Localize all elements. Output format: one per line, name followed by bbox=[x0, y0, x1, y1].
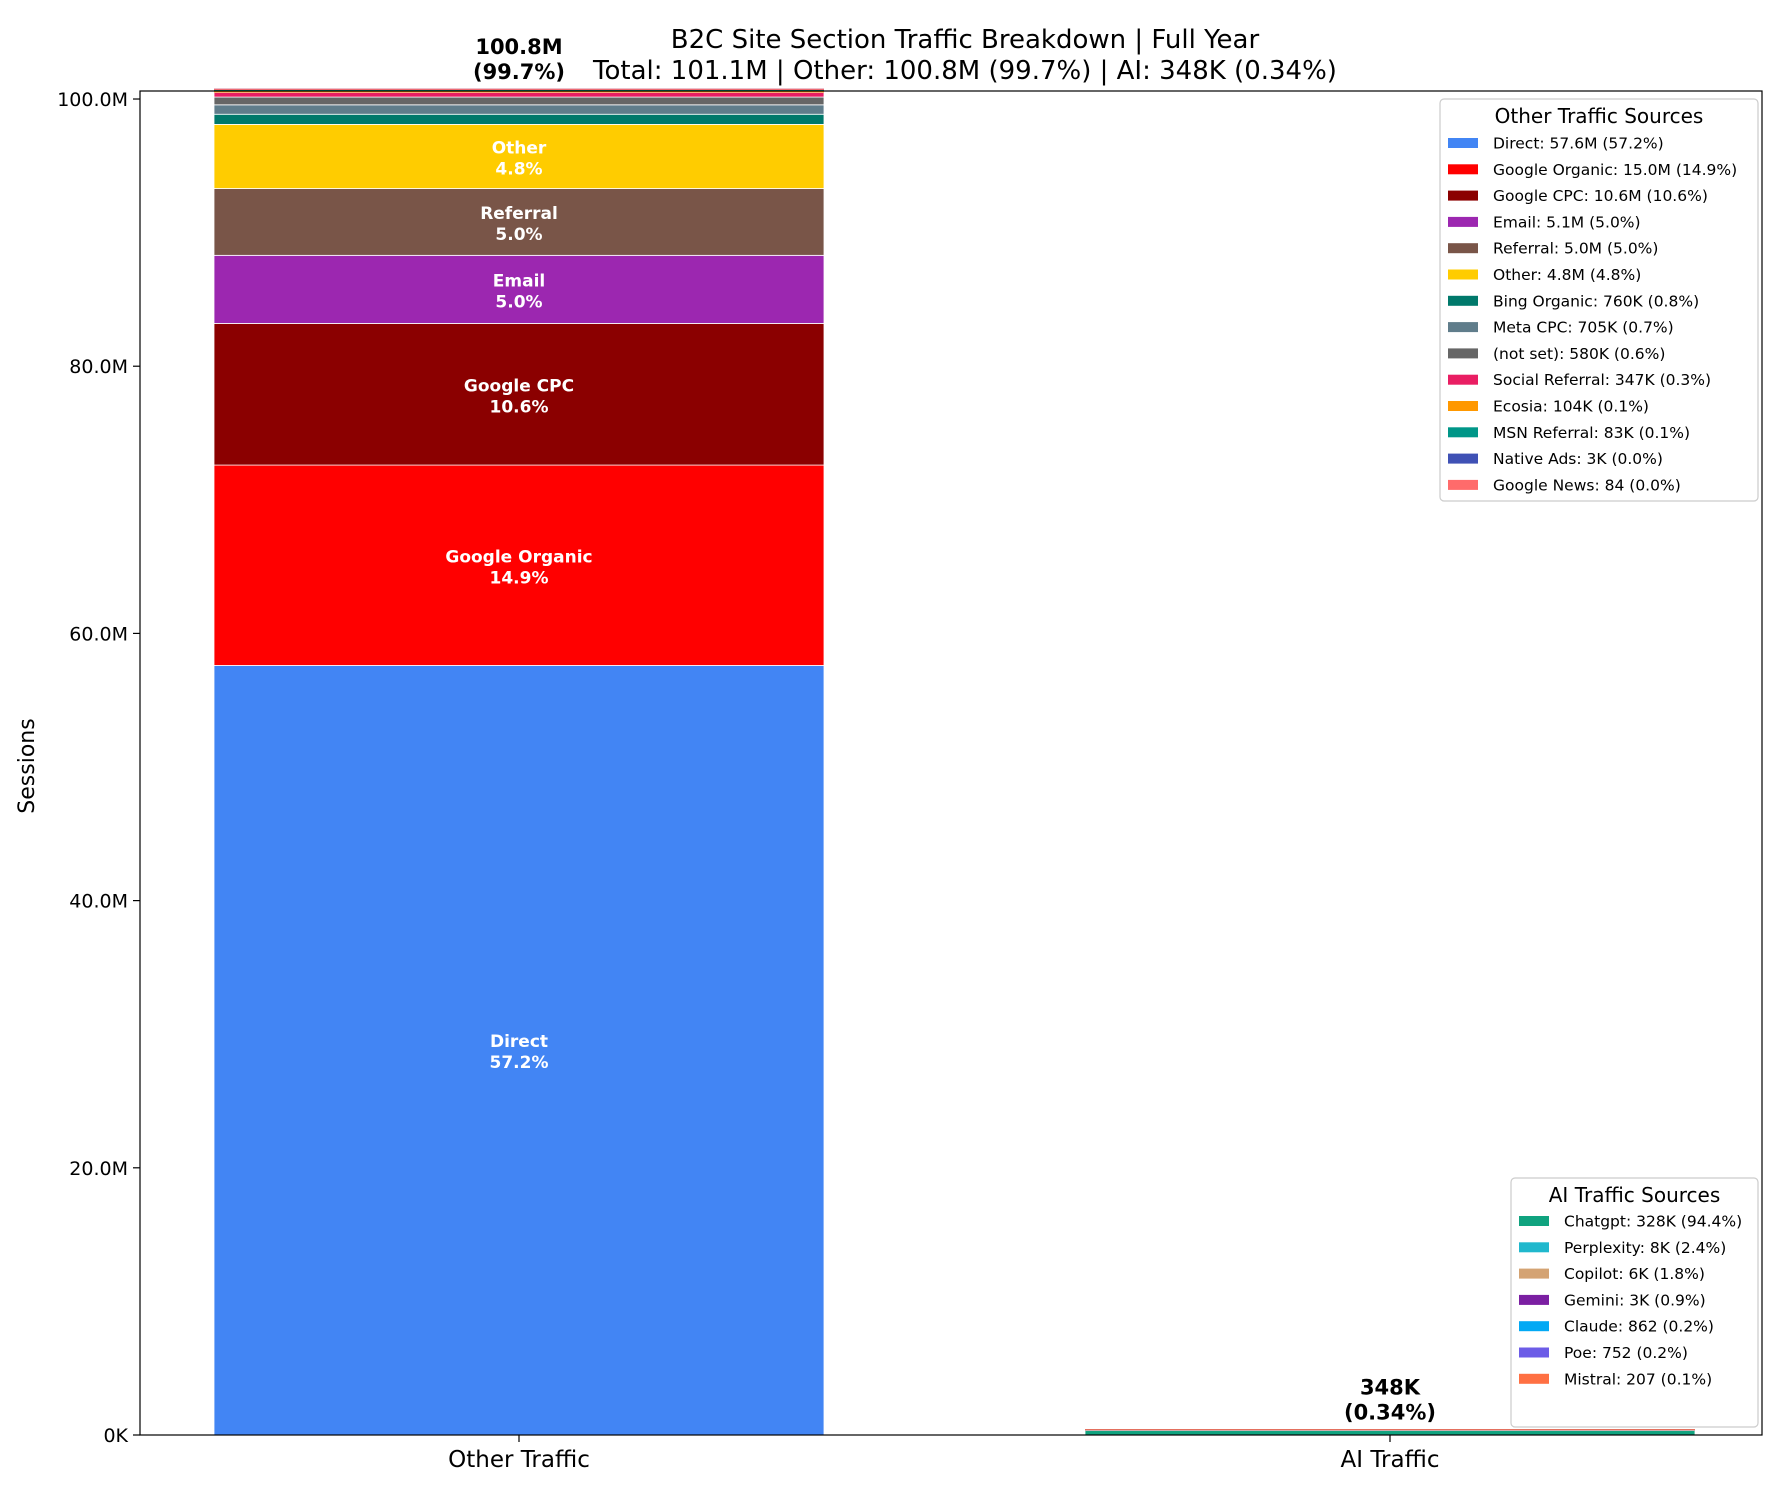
legend-entry[interactable]: Meta CPC: 705K (0.7%) bbox=[1493, 319, 1674, 337]
legend-entry[interactable]: MSN Referral: 83K (0.1%) bbox=[1493, 424, 1690, 442]
bar-segment-ai-traffic-chatgpt[interactable] bbox=[1084, 1430, 1696, 1436]
legend-entry[interactable]: (not set): 580K (0.6%) bbox=[1493, 345, 1665, 363]
legend-swatch bbox=[1519, 1321, 1549, 1332]
y-tick-label: 40.0M bbox=[69, 891, 128, 913]
y-axis-label: Sessions bbox=[15, 718, 40, 813]
legend-entry[interactable]: Ecosia: 104K (0.1%) bbox=[1493, 398, 1649, 416]
segment-pct-email: 5.0% bbox=[495, 292, 542, 312]
bar-total-other-traffic: 100.8M bbox=[475, 35, 562, 59]
bar-segment-other-traffic-bing-organic[interactable] bbox=[213, 113, 825, 125]
segment-pct-direct: 57.2% bbox=[490, 1053, 549, 1073]
legend-swatch bbox=[1448, 190, 1478, 201]
legend-other-traffic-frame bbox=[1439, 98, 1759, 502]
legend-other-traffic: Other Traffic Sources Direct: 57.6M (57.2… bbox=[1439, 98, 1759, 502]
legend-swatch bbox=[1448, 164, 1478, 175]
legend-entry[interactable]: Gemini: 3K (0.9%) bbox=[1564, 1291, 1706, 1309]
axes-layer: 0K 20.0M 40.0M 60.0M 80.0M 100.0M Other Traffi… bbox=[57, 89, 1763, 1473]
legend-entry[interactable]: Referral: 5.0M (5.0%) bbox=[1493, 240, 1658, 258]
legends-layer: Other Traffic Sources Direct: 57.6M (57.2… bbox=[1439, 98, 1759, 1428]
y-tick-label: 100.0M bbox=[57, 89, 128, 111]
legend-entry[interactable]: Perplexity: 8K (2.4%) bbox=[1564, 1239, 1726, 1257]
legend-ai-traffic: AI Traffic Sources Chatgpt: 328K (94.4%) P… bbox=[1510, 1177, 1759, 1428]
legend-swatch bbox=[1519, 1347, 1549, 1358]
legend-entry[interactable]: Chatgpt: 328K (94.4%) bbox=[1564, 1213, 1742, 1231]
legend-swatch bbox=[1448, 427, 1478, 438]
legend-swatch bbox=[1448, 374, 1478, 385]
legend-swatch bbox=[1448, 348, 1478, 359]
plot-frame bbox=[139, 90, 1763, 1436]
segment-label-email: Email bbox=[493, 271, 545, 291]
y-tick-label: 80.0M bbox=[69, 356, 128, 378]
bar-segment-other-traffic-google-organic[interactable] bbox=[213, 464, 825, 666]
y-tick-label: 60.0M bbox=[69, 623, 128, 645]
legend-other-traffic-title: Other Traffic Sources bbox=[1495, 104, 1704, 128]
segment-label-direct: Direct bbox=[490, 1032, 548, 1052]
legend-swatch bbox=[1448, 216, 1478, 227]
legend-swatch bbox=[1448, 401, 1478, 411]
legend-swatch bbox=[1448, 479, 1478, 490]
x-category-label-other-traffic: Other Traffic bbox=[448, 1447, 590, 1473]
legend-entry[interactable]: Direct: 57.6M (57.2%) bbox=[1493, 135, 1664, 153]
legend-swatch bbox=[1519, 1294, 1549, 1305]
segment-pct-google-cpc: 10.6% bbox=[490, 397, 549, 417]
legend-entry[interactable]: Bing Organic: 760K (0.8%) bbox=[1493, 292, 1699, 310]
legend-entry[interactable]: Claude: 862 (0.2%) bbox=[1564, 1318, 1714, 1336]
x-category-label-ai-traffic: AI Traffic bbox=[1341, 1447, 1440, 1473]
bar-segment-other-traffic-email[interactable] bbox=[213, 254, 825, 324]
legend-entry[interactable]: Google CPC: 10.6M (10.6%) bbox=[1493, 187, 1708, 205]
legend-swatch bbox=[1448, 322, 1478, 333]
bar-segment-other-traffic-direct[interactable] bbox=[213, 665, 825, 1436]
segment-pct-referral: 5.0% bbox=[495, 225, 542, 245]
bar-segment-other-traffic-social-referral[interactable] bbox=[213, 92, 825, 98]
bar-total-pct-ai-traffic: (0.34%) bbox=[1344, 1400, 1436, 1424]
legend-ai-traffic-title: AI Traffic Sources bbox=[1549, 1183, 1721, 1207]
segment-pct-other: 4.8% bbox=[495, 159, 542, 179]
legend-entry[interactable]: Email: 5.1M (5.0%) bbox=[1493, 213, 1641, 231]
legend-ai-traffic-frame bbox=[1510, 1177, 1759, 1428]
legend-entry[interactable]: Social Referral: 347K (0.3%) bbox=[1493, 371, 1711, 389]
bar-segment-other-traffic-referral[interactable] bbox=[213, 188, 825, 256]
legend-entry[interactable]: Poe: 752 (0.2%) bbox=[1564, 1344, 1688, 1362]
legend-entry[interactable]: Google Organic: 15.0M (14.9%) bbox=[1493, 161, 1737, 179]
y-tick-label: 20.0M bbox=[69, 1158, 128, 1180]
legend-entry[interactable]: Other: 4.8M (4.8%) bbox=[1493, 266, 1641, 284]
bar-total-pct-other-traffic: (99.7%) bbox=[473, 60, 565, 84]
legend-swatch bbox=[1448, 295, 1478, 306]
legend-swatch bbox=[1448, 269, 1478, 280]
segment-label-other: Other bbox=[492, 138, 547, 158]
y-tick-label: 0K bbox=[103, 1425, 128, 1447]
bar-segment-other-traffic-not-set[interactable] bbox=[213, 96, 825, 106]
legend-swatch bbox=[1448, 243, 1478, 254]
bar-segment-other-traffic-other[interactable] bbox=[213, 123, 825, 189]
bar-segment-ai-traffic-mistral[interactable] bbox=[1085, 1429, 1695, 1431]
legend-swatch bbox=[1448, 138, 1478, 148]
segment-label-google-cpc: Google CPC bbox=[464, 376, 574, 396]
segment-pct-google-organic: 14.9% bbox=[490, 568, 549, 588]
legend-entry[interactable]: Copilot: 6K (1.8%) bbox=[1564, 1265, 1705, 1283]
bars-layer bbox=[213, 88, 1696, 1436]
legend-entry[interactable]: Mistral: 207 (0.1%) bbox=[1564, 1370, 1712, 1388]
legend-swatch bbox=[1519, 1216, 1549, 1226]
bar-segment-other-traffic-ecosia[interactable] bbox=[214, 91, 824, 93]
chart-subtitle: Total: 101.1M | Other: 100.8M (99.7%) | … bbox=[592, 56, 1337, 86]
segment-label-google-organic: Google Organic bbox=[445, 547, 592, 567]
legend-entry[interactable]: Google News: 84 (0.0%) bbox=[1493, 476, 1681, 494]
legend-entry[interactable]: Native Ads: 3K (0.0%) bbox=[1493, 450, 1663, 468]
legend-swatch bbox=[1519, 1268, 1549, 1279]
chart-title: B2C Site Section Traffic Breakdown | Ful… bbox=[671, 25, 1260, 55]
legend-swatch bbox=[1519, 1242, 1549, 1253]
bar-segment-other-traffic-google-news[interactable] bbox=[214, 88, 824, 90]
legend-swatch bbox=[1519, 1373, 1549, 1384]
segment-label-referral: Referral bbox=[480, 204, 558, 224]
bar-total-ai-traffic: 348K bbox=[1360, 1375, 1421, 1399]
bar-segment-other-traffic-meta-cpc[interactable] bbox=[213, 104, 825, 115]
legend-swatch bbox=[1448, 453, 1478, 464]
